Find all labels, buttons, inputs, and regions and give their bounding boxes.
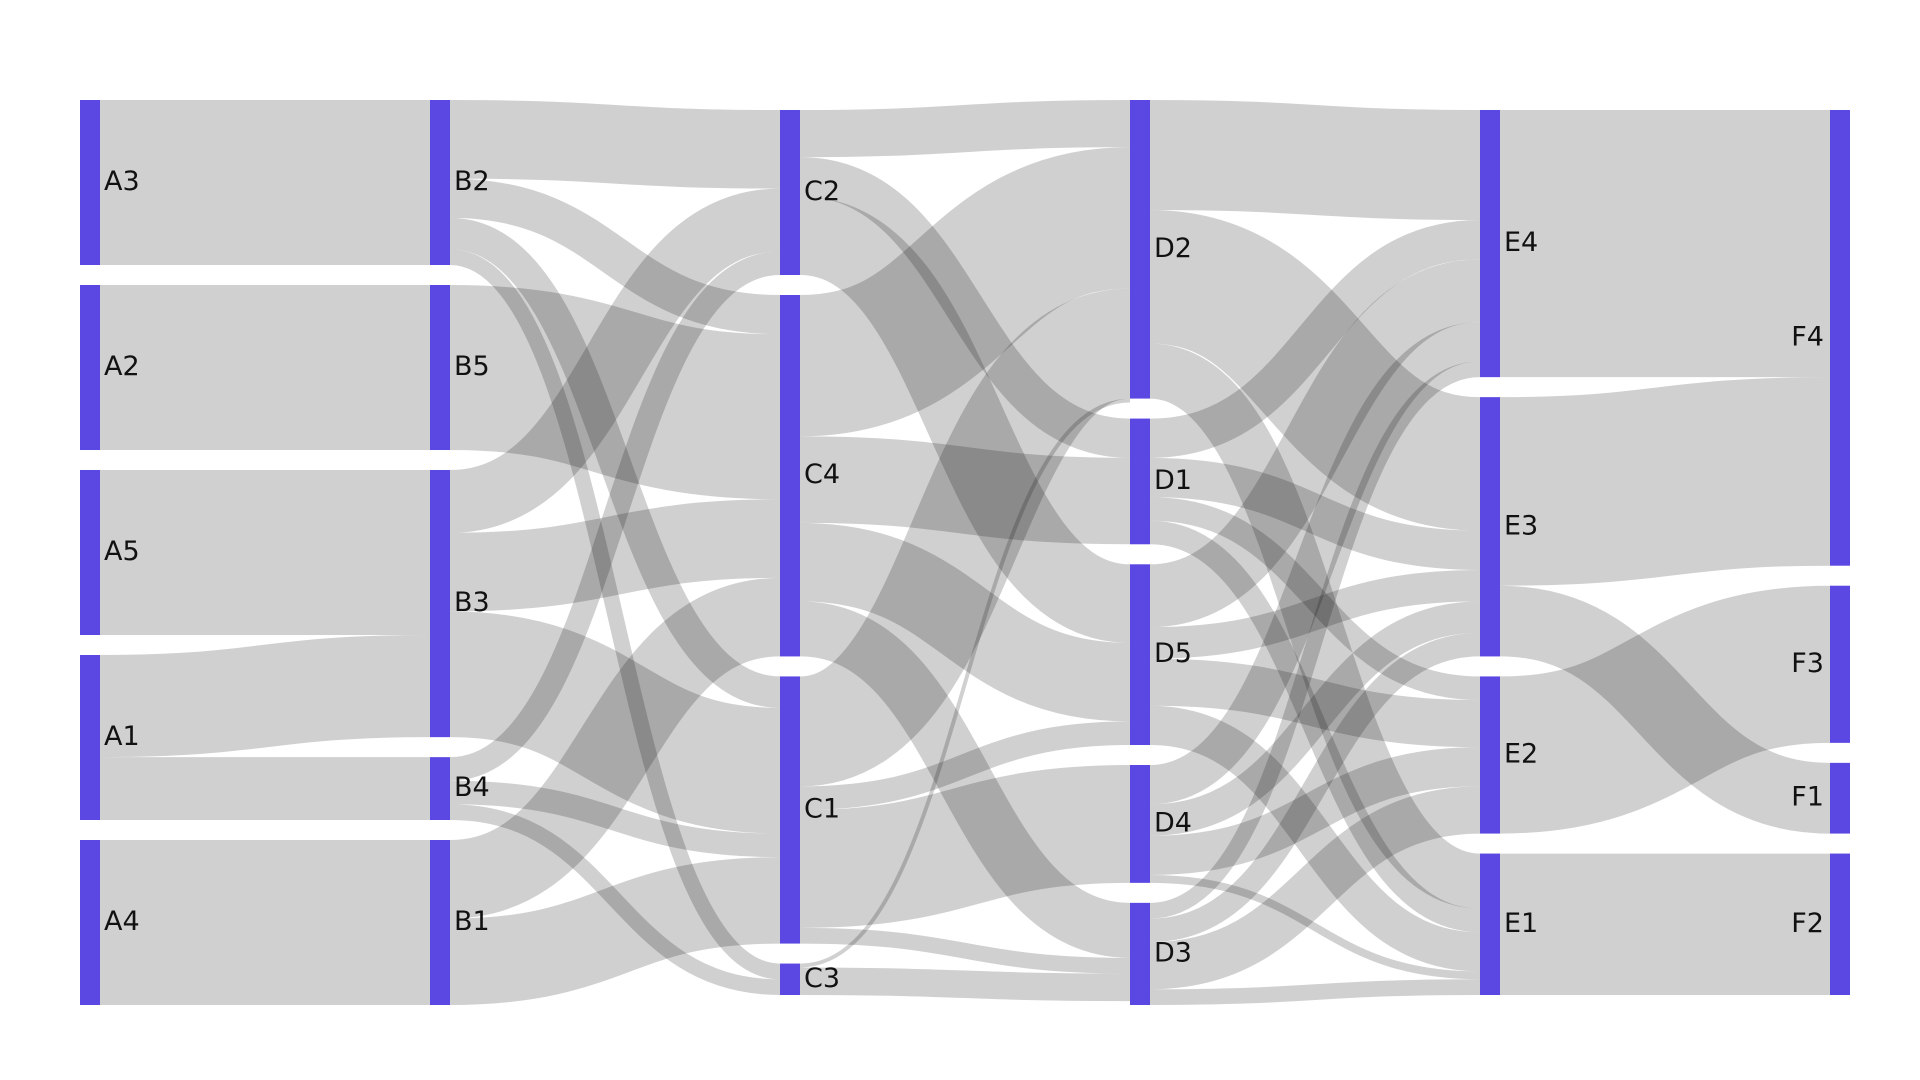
node-C3: [780, 963, 800, 995]
node-C2: [780, 110, 800, 275]
node-F4: [1830, 110, 1850, 566]
node-label-A5: A5: [104, 536, 140, 567]
link-C1-D2: [795, 288, 1135, 787]
node-D2: [1130, 100, 1150, 399]
link-B1-C4: [447, 577, 783, 919]
node-A3: [80, 100, 100, 265]
link-C1-D4: [799, 765, 1131, 928]
node-label-B1: B1: [454, 906, 490, 937]
link-B3-C2: [448, 188, 782, 533]
link-D2-E4: [1149, 100, 1481, 220]
node-B5: [430, 285, 450, 450]
node-label-B2: B2: [454, 166, 490, 197]
node-B3: [430, 470, 450, 738]
node-A1: [80, 655, 100, 820]
node-D3: [1130, 902, 1150, 1005]
node-label-B5: B5: [454, 351, 490, 382]
node-label-E4: E4: [1504, 227, 1538, 258]
node-label-F4: F4: [1791, 321, 1824, 352]
links-layer: [99, 99, 1832, 1006]
link-C2-D2: [799, 99, 1131, 158]
node-A5: [80, 470, 100, 635]
node-label-A1: A1: [104, 721, 140, 752]
link-D2-E3: [1147, 210, 1483, 531]
link-A1-B3: [99, 634, 431, 758]
node-F1: [1830, 762, 1850, 834]
link-D3-E1: [1149, 979, 1481, 1006]
node-label-A3: A3: [104, 166, 140, 197]
node-B1: [430, 840, 450, 1005]
link-D1-E4: [1149, 220, 1481, 458]
link-D3-E3: [1149, 632, 1481, 943]
link-D4-E4: [1148, 322, 1482, 805]
link-C3-D3: [799, 967, 1131, 1002]
node-label-F1: F1: [1791, 782, 1824, 813]
node-D5: [1130, 564, 1150, 745]
node-label-C1: C1: [804, 794, 840, 825]
node-label-D5: D5: [1154, 638, 1192, 669]
link-D4-E3: [1149, 601, 1481, 836]
nodes-layer: [80, 100, 1850, 1005]
node-label-E2: E2: [1504, 739, 1538, 770]
link-C3-D2: [799, 398, 1131, 968]
node-label-C4: C4: [804, 459, 840, 490]
node-B2: [430, 100, 450, 265]
node-label-B3: B3: [454, 587, 490, 618]
node-label-E3: E3: [1504, 510, 1538, 541]
link-D5-E4: [1148, 259, 1482, 628]
node-A4: [80, 840, 100, 1005]
node-E3: [1480, 397, 1500, 657]
node-label-A4: A4: [104, 906, 140, 937]
link-B2-C2: [449, 100, 781, 189]
link-B3-C4: [449, 499, 781, 612]
link-E3-F4: [1499, 377, 1831, 586]
node-label-C3: C3: [804, 963, 840, 994]
node-D1: [1130, 418, 1150, 545]
link-B1-C1: [449, 857, 781, 1006]
labels-layer: A3 A2 A5 A1 A4 B2 B5 B3 B4 B1 C2 C4 C1 C3 D2 D1 D5 D4 D3 E4…: [104, 166, 1824, 994]
node-A2: [80, 285, 100, 450]
link-E2-F3: [1498, 585, 1832, 834]
node-E1: [1480, 853, 1500, 995]
link-D4-E2: [1149, 747, 1481, 875]
link-B4-C2: [449, 251, 781, 781]
node-B4: [430, 757, 450, 820]
node-C4: [780, 295, 800, 657]
node-label-B4: B4: [454, 772, 490, 803]
link-C1-D5: [799, 721, 1131, 810]
node-D4: [1130, 765, 1150, 883]
link-C4-D2: [797, 147, 1133, 437]
node-F3: [1830, 585, 1850, 743]
link-D3-E2: [1149, 786, 1481, 990]
link-D3-E4: [1149, 361, 1481, 919]
node-label-D1: D1: [1154, 465, 1192, 496]
node-F2: [1830, 853, 1850, 995]
node-E2: [1480, 676, 1500, 834]
node-E4: [1480, 110, 1500, 378]
node-label-F3: F3: [1791, 648, 1824, 679]
node-label-C2: C2: [804, 176, 840, 207]
node-C1: [780, 676, 800, 944]
node-label-E1: E1: [1504, 908, 1538, 939]
node-label-D4: D4: [1154, 807, 1192, 838]
node-label-F2: F2: [1791, 908, 1824, 939]
node-label-D2: D2: [1154, 233, 1192, 264]
node-label-D3: D3: [1154, 937, 1192, 968]
link-B2-C4: [449, 178, 781, 335]
node-label-A2: A2: [104, 351, 140, 382]
